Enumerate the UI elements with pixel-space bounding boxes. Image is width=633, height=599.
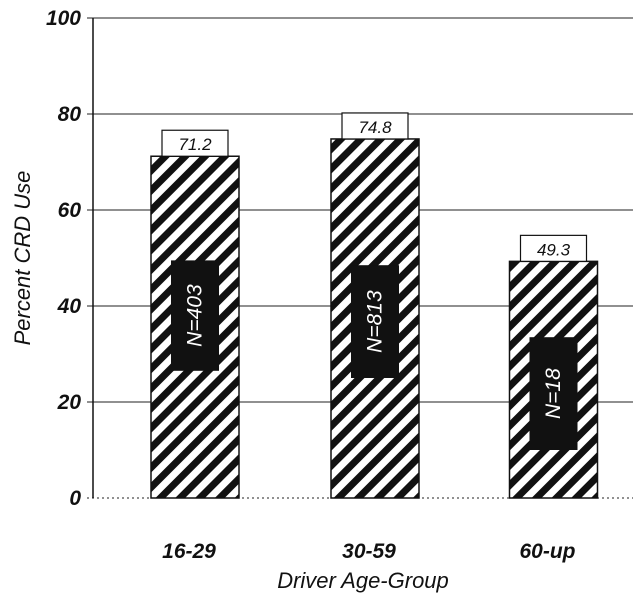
bar-group: 71.2 N=403 xyxy=(150,129,240,499)
y-tick-label: 100 xyxy=(46,7,81,30)
value-label-box xyxy=(161,129,229,157)
x-tick-label: 16-29 xyxy=(162,540,216,563)
value-label: 74.8 xyxy=(358,118,392,137)
sample-size-box xyxy=(351,265,399,378)
x-tick-label: 30-59 xyxy=(342,540,396,563)
sample-size-box xyxy=(171,260,219,371)
value-label: 49.3 xyxy=(537,240,571,259)
y-tick-label: 0 xyxy=(69,487,81,510)
y-axis-title: Percent CRD Use xyxy=(10,171,35,346)
x-tick-label: 60-up xyxy=(519,540,575,563)
bar-group: 49.3 N=18 xyxy=(508,234,599,499)
value-label: 71.2 xyxy=(178,135,212,154)
value-label-box xyxy=(519,234,588,262)
value-label-box xyxy=(341,112,409,140)
x-axis-title: Driver Age-Group xyxy=(277,568,449,593)
sample-size-box xyxy=(529,337,578,450)
bars: 71.2 N=403 74.8 N=813 49.3 N=18 xyxy=(150,112,599,499)
sample-size-label: N=403 xyxy=(184,284,207,347)
y-tick-label: 20 xyxy=(57,391,82,414)
y-tick-label: 60 xyxy=(58,199,82,222)
y-tick-label: 80 xyxy=(58,103,82,126)
sample-size-label: N=18 xyxy=(542,368,565,419)
y-tick-label: 40 xyxy=(57,295,82,318)
y-axis-tick-labels: 0 20 40 60 80 100 xyxy=(46,7,81,510)
bar-group: 74.8 N=813 xyxy=(330,112,420,499)
sample-size-label: N=813 xyxy=(364,290,387,353)
x-axis-tick-labels: 16-29 30-59 60-up xyxy=(162,540,576,563)
